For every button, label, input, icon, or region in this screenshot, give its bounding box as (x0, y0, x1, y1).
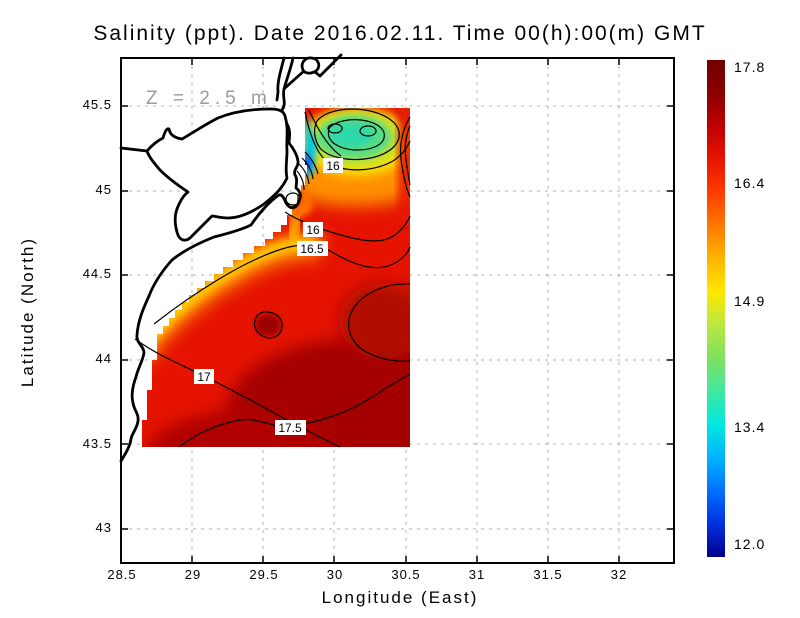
x-tick-label: 29.5 (249, 567, 279, 582)
colorbar-label: 17.8 (734, 59, 766, 75)
colorbar-gradient (707, 60, 725, 557)
y-axis-title: Latitude (North) (18, 236, 37, 388)
depth-annotation: Z = 2.5 m (146, 88, 272, 109)
y-tick-label: 45.5 (82, 97, 112, 112)
x-tick-label: 29 (184, 567, 202, 582)
map-plot-area: 16 16 16.5 17 17.5 (119, 53, 675, 564)
colorbar-label: 16.4 (734, 175, 766, 191)
colorbar-label: 12.0 (734, 536, 766, 552)
lagoon-outline (145, 107, 289, 242)
contour-labels: 16 16 16.5 17 17.5 (194, 158, 343, 435)
contour-label: 17 (197, 370, 211, 384)
x-tick-label: 28.5 (107, 567, 137, 582)
contour-label: 16 (326, 159, 340, 173)
contour-label: 16.5 (300, 242, 324, 256)
axis-ticks (121, 58, 674, 563)
x-tick-label: 30 (326, 567, 344, 582)
y-tick-label: 44 (95, 351, 112, 366)
colorbar-label: 13.4 (734, 419, 766, 435)
y-tick-label: 43.5 (82, 436, 112, 451)
x-tick-label: 30.5 (391, 567, 421, 582)
y-tick-label: 45 (95, 182, 112, 197)
x-tick-label: 31.5 (533, 567, 563, 582)
x-tick-label: 31 (468, 567, 486, 582)
plot-frame (120, 57, 675, 564)
x-axis-title: Longitude (East) (321, 588, 479, 607)
y-tick-label: 43 (95, 520, 112, 535)
contour-label: 16 (306, 223, 320, 237)
contour-label: 17.5 (278, 421, 302, 435)
x-tick-label: 32 (610, 567, 628, 582)
colorbar-label: 14.9 (734, 293, 766, 309)
plot-title: Salinity (ppt). Date 2016.02.11. Time 00… (93, 22, 707, 45)
y-tick-label: 44.5 (82, 266, 112, 281)
